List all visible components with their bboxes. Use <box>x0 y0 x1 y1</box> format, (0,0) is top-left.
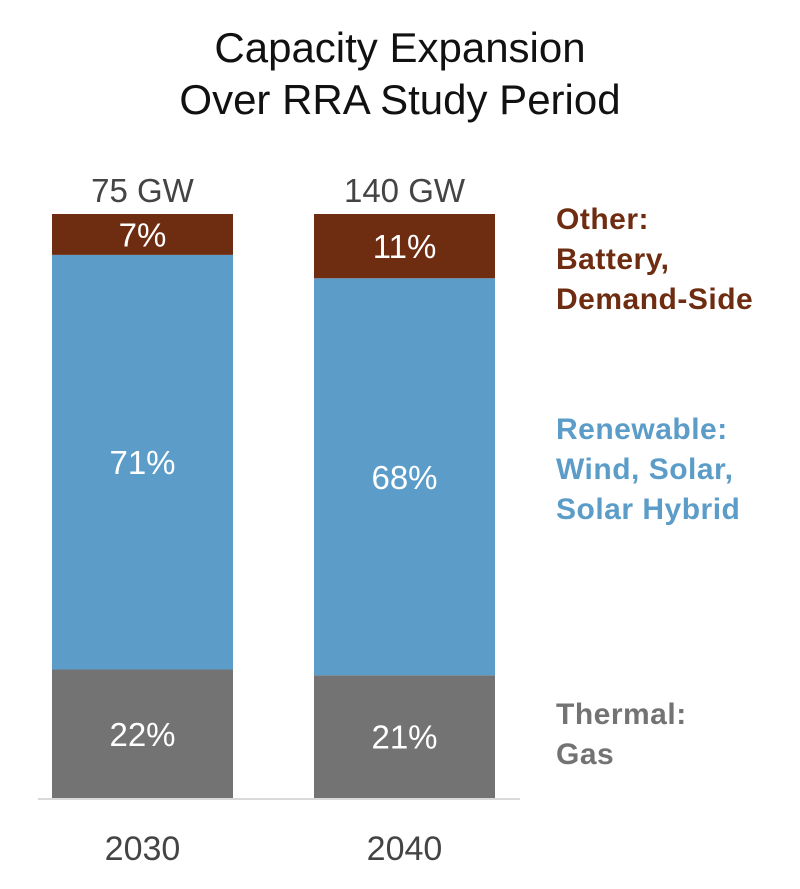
data-label: 7% <box>119 216 167 253</box>
x-tick-label: 2030 <box>105 830 181 868</box>
chart-title: Capacity Expansion Over RRA Study Period <box>0 22 800 126</box>
bar-segment-2040-1 <box>314 278 495 676</box>
data-label: 68% <box>371 459 437 496</box>
legend-entry-line: Solar Hybrid <box>556 493 741 526</box>
x-tick-label: 2040 <box>367 830 443 868</box>
legend-entry-line: Wind, Solar, <box>556 453 734 486</box>
bar-segment-2030-0 <box>52 669 233 798</box>
legend-entry-line: Thermal: <box>556 698 687 731</box>
total-label: 75 GW <box>91 172 195 209</box>
legend-entry: Other: Battery, Demand-Side <box>556 200 753 320</box>
bar-segment-2030-2 <box>52 214 233 255</box>
legend-entry-line: Demand-Side <box>556 283 754 316</box>
legend-entry: Renewable: Wind, Solar, Solar Hybrid <box>556 410 740 530</box>
legend-entry: Thermal: Gas <box>556 695 687 775</box>
bar-segment-2040-0 <box>314 675 495 798</box>
chart-title-line-2: Over RRA Study Period <box>179 76 621 123</box>
legend-entry-line: Gas <box>556 738 615 771</box>
data-label: 11% <box>373 228 437 265</box>
legend-entry-line: Renewable: <box>556 413 728 446</box>
legend-entry-line: Other: <box>556 203 649 236</box>
legend-entry-line: Battery, <box>556 243 670 276</box>
bar-segment-2030-1 <box>52 254 233 670</box>
data-label: 22% <box>109 716 175 753</box>
bar-segment-2040-2 <box>314 214 495 279</box>
total-label: 140 GW <box>344 172 466 209</box>
data-label: 21% <box>371 719 437 756</box>
data-label: 71% <box>109 444 175 481</box>
chart-title-line-1: Capacity Expansion <box>214 24 586 71</box>
